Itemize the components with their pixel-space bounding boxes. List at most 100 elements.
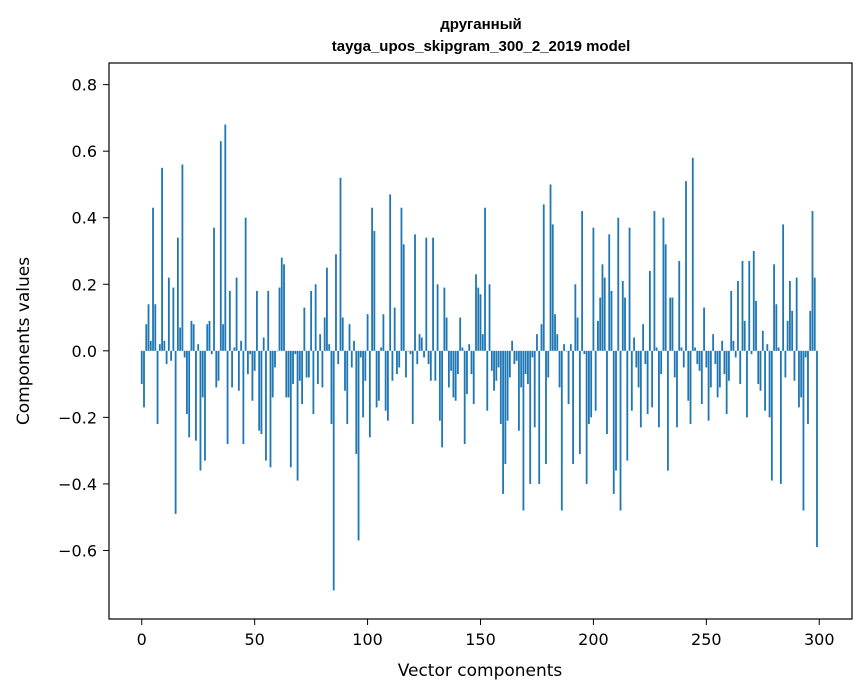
bar bbox=[795, 277, 798, 351]
bar bbox=[434, 350, 437, 381]
bar bbox=[301, 350, 303, 405]
bar bbox=[730, 290, 733, 351]
bar bbox=[339, 177, 342, 351]
bar bbox=[470, 350, 473, 375]
bar bbox=[599, 297, 602, 351]
bar bbox=[192, 324, 195, 351]
bar bbox=[621, 280, 624, 351]
bar bbox=[648, 270, 651, 351]
bar bbox=[601, 264, 604, 351]
bar bbox=[312, 350, 315, 415]
bar bbox=[545, 350, 547, 464]
bar bbox=[626, 350, 629, 461]
bar bbox=[341, 317, 344, 351]
bar bbox=[617, 217, 620, 351]
bar bbox=[651, 350, 654, 408]
bar bbox=[280, 257, 283, 351]
bar bbox=[296, 350, 299, 481]
bar bbox=[676, 350, 678, 428]
bar bbox=[522, 350, 525, 511]
bar bbox=[366, 314, 369, 351]
bar bbox=[457, 350, 459, 375]
bar bbox=[520, 350, 523, 388]
bar bbox=[274, 350, 276, 368]
bar bbox=[536, 334, 538, 351]
bar bbox=[565, 350, 568, 352]
bar bbox=[642, 324, 645, 351]
chart-subtitle: tayga_upos_skipgram_300_2_2019 model bbox=[332, 38, 631, 55]
bar bbox=[375, 350, 378, 408]
bar bbox=[289, 350, 292, 468]
bar bbox=[734, 350, 737, 358]
bar bbox=[149, 340, 152, 351]
bar bbox=[782, 224, 785, 351]
bar bbox=[452, 350, 455, 398]
bar bbox=[635, 350, 638, 368]
bar bbox=[610, 290, 613, 351]
bar bbox=[807, 350, 809, 425]
bar bbox=[429, 350, 432, 381]
bar bbox=[350, 350, 353, 368]
bar bbox=[158, 344, 161, 351]
bar bbox=[773, 264, 775, 351]
bar bbox=[447, 350, 450, 388]
bar bbox=[206, 324, 209, 351]
bar bbox=[235, 277, 238, 351]
bar bbox=[802, 350, 805, 511]
bar bbox=[712, 334, 715, 351]
bar bbox=[750, 350, 753, 355]
bar bbox=[524, 350, 527, 375]
bar bbox=[800, 350, 803, 398]
bar bbox=[791, 310, 794, 351]
bar bbox=[527, 350, 529, 385]
bar bbox=[732, 340, 735, 351]
bar bbox=[181, 164, 184, 351]
bar bbox=[804, 350, 807, 358]
bar bbox=[671, 297, 674, 351]
bar bbox=[244, 217, 247, 351]
bar bbox=[167, 277, 170, 351]
bar bbox=[705, 350, 708, 368]
x-tick-label: 200 bbox=[578, 630, 609, 649]
bar bbox=[256, 290, 258, 351]
bar-series bbox=[140, 124, 818, 591]
bar bbox=[488, 284, 491, 351]
bar bbox=[398, 350, 401, 368]
bar bbox=[328, 344, 331, 351]
bar bbox=[703, 307, 705, 351]
bar bbox=[204, 350, 206, 461]
x-tick-label: 300 bbox=[804, 630, 835, 649]
x-tick-label: 50 bbox=[244, 630, 264, 649]
y-tick-label: 0.2 bbox=[72, 275, 97, 294]
bar bbox=[597, 320, 599, 351]
bar bbox=[644, 350, 647, 365]
bar bbox=[377, 350, 380, 401]
bar bbox=[486, 350, 489, 411]
bar bbox=[615, 350, 617, 471]
bar bbox=[698, 350, 701, 371]
bar bbox=[432, 237, 434, 351]
bar bbox=[265, 350, 267, 461]
bar bbox=[217, 350, 220, 381]
bar bbox=[499, 350, 502, 425]
bar bbox=[475, 274, 477, 351]
bar bbox=[443, 287, 446, 351]
bar bbox=[310, 290, 313, 351]
bar bbox=[357, 350, 360, 541]
bar bbox=[554, 314, 556, 351]
bar bbox=[495, 350, 498, 381]
bar bbox=[691, 157, 694, 351]
bar bbox=[461, 347, 464, 351]
bar bbox=[569, 344, 572, 351]
bar bbox=[292, 350, 294, 385]
bar bbox=[353, 340, 355, 351]
bar bbox=[678, 260, 681, 351]
chart-title: друганный bbox=[440, 16, 522, 33]
bar bbox=[201, 350, 204, 398]
bar bbox=[359, 350, 362, 358]
bar bbox=[258, 350, 261, 431]
bar bbox=[344, 350, 346, 391]
bar bbox=[723, 350, 726, 375]
bar bbox=[402, 244, 405, 351]
bar bbox=[228, 290, 231, 351]
